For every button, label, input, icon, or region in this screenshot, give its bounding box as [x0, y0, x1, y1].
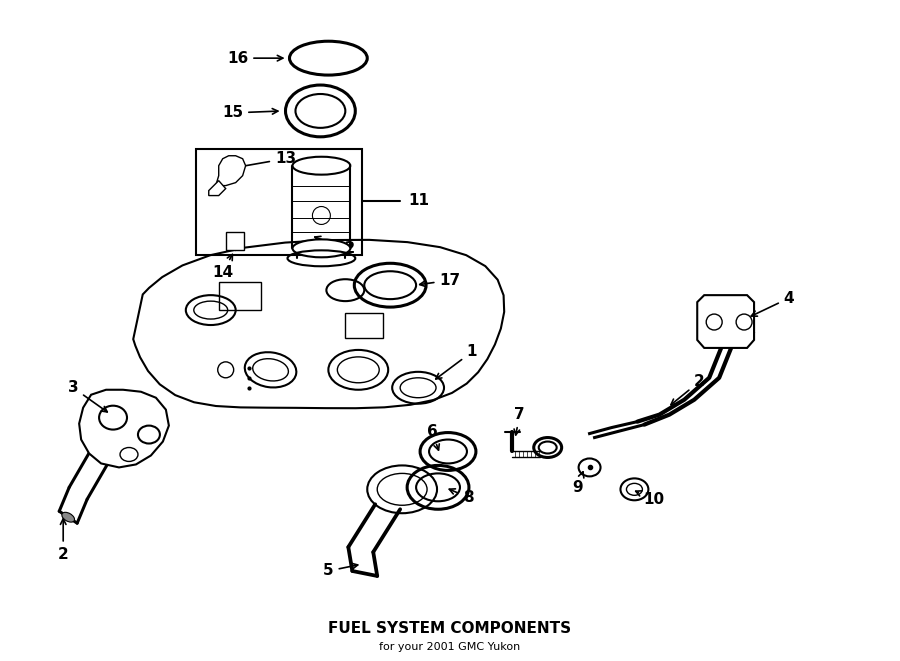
Text: 3: 3	[68, 380, 107, 412]
Text: 2: 2	[670, 374, 705, 405]
Bar	[196, 149, 363, 255]
Bar	[219, 282, 261, 310]
Polygon shape	[698, 295, 754, 348]
Text: 7: 7	[514, 407, 525, 435]
Text: 17: 17	[419, 273, 461, 288]
Text: for your 2001 GMC Yukon: for your 2001 GMC Yukon	[380, 642, 520, 652]
Ellipse shape	[295, 94, 346, 128]
Bar	[226, 233, 244, 251]
Text: 14: 14	[212, 254, 233, 280]
Text: 8: 8	[449, 489, 473, 505]
Polygon shape	[133, 240, 504, 408]
Text: 16: 16	[227, 51, 283, 65]
Ellipse shape	[62, 512, 75, 522]
Ellipse shape	[292, 239, 350, 257]
Text: FUEL SYSTEM COMPONENTS: FUEL SYSTEM COMPONENTS	[328, 621, 572, 637]
Text: 12: 12	[315, 237, 356, 256]
Text: 4: 4	[752, 291, 795, 316]
Polygon shape	[216, 156, 246, 186]
Polygon shape	[209, 180, 226, 196]
Bar	[346, 313, 383, 338]
Text: 10: 10	[635, 491, 665, 507]
Text: 6: 6	[427, 424, 439, 450]
Text: 13: 13	[233, 151, 296, 170]
Text: 15: 15	[222, 105, 278, 120]
Text: 1: 1	[436, 344, 477, 379]
Ellipse shape	[364, 271, 416, 299]
Text: 5: 5	[323, 563, 357, 578]
Text: 11: 11	[408, 193, 429, 208]
Polygon shape	[79, 390, 169, 467]
Text: 2: 2	[58, 519, 68, 562]
Text: 9: 9	[572, 472, 584, 495]
